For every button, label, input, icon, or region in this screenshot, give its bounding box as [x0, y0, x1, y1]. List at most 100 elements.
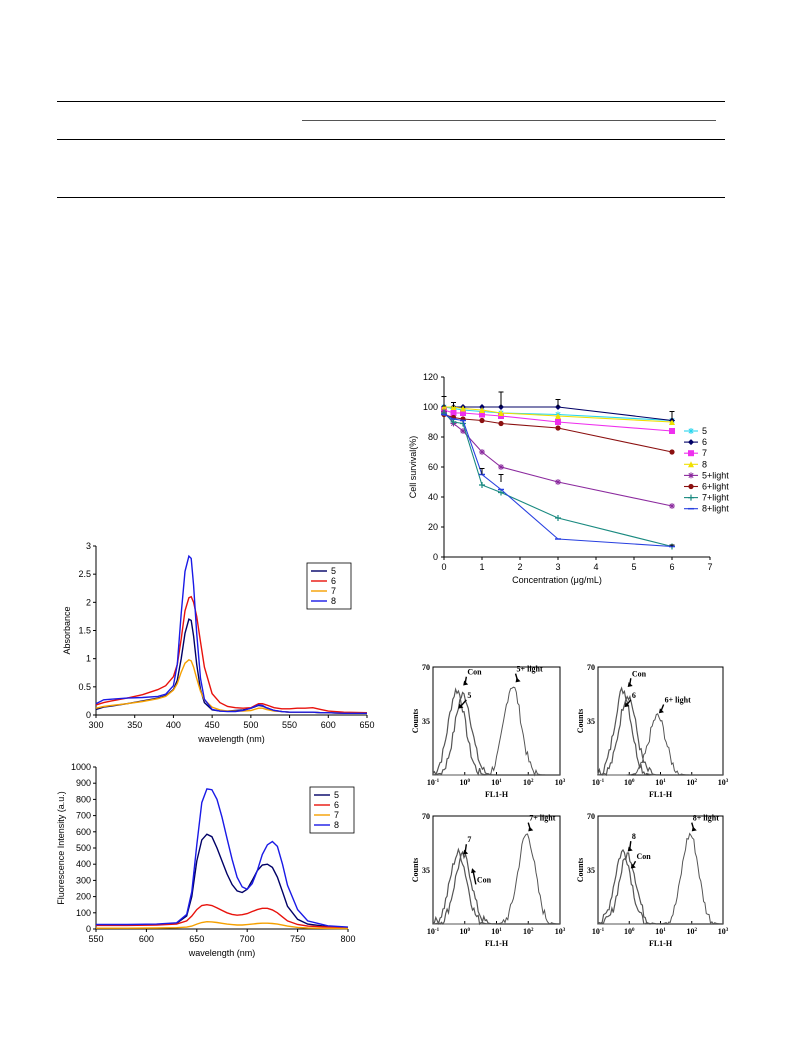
error-bar: [451, 402, 456, 407]
x-tick-label: 5: [631, 562, 636, 572]
annotation-label: 6: [632, 691, 636, 700]
x-tick-label: 102: [687, 927, 698, 936]
error-bar: [555, 399, 561, 407]
data-point-8: [460, 405, 466, 412]
y-tick-label: 1.5: [78, 626, 91, 636]
legend-label-7: 7: [334, 810, 339, 820]
legend-label-7: 7: [702, 448, 707, 458]
x-tick-label: 10-1: [592, 927, 605, 936]
y-tick-label: 400: [76, 859, 91, 869]
annotation-label: Con: [467, 668, 482, 677]
x-tick-label: 400: [166, 720, 181, 730]
y-tick-label: 100: [76, 908, 91, 918]
y-tick-label: 700: [76, 811, 91, 821]
x-tick-label: 10-1: [592, 778, 605, 787]
x-tick-label: 6: [669, 562, 674, 572]
annotation-label: 5: [467, 691, 471, 700]
histogram-1: [597, 694, 723, 777]
arrow-head: [463, 680, 469, 686]
data-point-8: [479, 407, 485, 413]
x-tick-label: 100: [624, 778, 635, 787]
arrow-head: [691, 826, 697, 832]
y-tick-label: 60: [428, 462, 438, 472]
x-tick-label: 600: [139, 934, 154, 944]
y-axis-label: Fluorescence Intensity (a.u.): [56, 791, 66, 905]
legend-label-6: 6: [331, 576, 336, 586]
legend-marker-7: [688, 450, 694, 457]
x-tick-label: 700: [240, 934, 255, 944]
x-tick-label: 300: [88, 720, 103, 730]
y-tick-label: 35: [422, 717, 430, 726]
y-tick-label: 0.5: [78, 682, 91, 692]
data-point-5+light: [498, 464, 504, 470]
x-tick-label: 100: [624, 927, 635, 936]
y-tick-label: 3: [86, 541, 91, 551]
arrow-head: [624, 702, 630, 708]
arrow-head: [528, 826, 534, 832]
y-tick-label: 70: [587, 812, 595, 821]
data-point-7: [450, 410, 457, 416]
annotation-label: 7: [467, 835, 471, 844]
legend-label-8: 8: [702, 459, 707, 469]
y-tick-label: 0: [433, 552, 438, 562]
data-point-7: [555, 419, 561, 425]
y-tick-label: 35: [587, 717, 595, 726]
y-tick-label: 35: [587, 866, 595, 875]
y-tick-label: 300: [76, 875, 91, 885]
y-axis-label: Absorbance: [62, 606, 72, 654]
data-point-6+light: [555, 425, 561, 431]
legend-label-8: 8: [334, 820, 339, 830]
x-tick-label: 450: [205, 720, 220, 730]
y-tick-label: 40: [428, 492, 438, 502]
x-axis-label: FL1-H: [485, 790, 509, 799]
x-tick-label: 103: [718, 778, 729, 787]
data-point-8: [498, 410, 504, 416]
histogram-1: [432, 691, 560, 776]
histogram-0: [597, 686, 723, 777]
x-tick-label: 102: [523, 927, 534, 936]
annotation-label: 5+ light: [517, 665, 543, 674]
data-point-7+light: [479, 482, 485, 488]
y-tick-label: 600: [76, 827, 91, 837]
error-bar: [669, 411, 675, 421]
error-bar: [479, 468, 485, 475]
series-line-8: [95, 554, 367, 714]
legend-label-5: 5: [334, 790, 339, 800]
annotation-label: 8: [632, 832, 636, 841]
legend-marker-5+light: [688, 472, 694, 479]
legend-label-5+light: 5+light: [702, 470, 729, 480]
x-tick-label: 101: [491, 778, 502, 787]
x-tick-label: 350: [127, 720, 142, 730]
x-tick-label: 10-1: [427, 778, 440, 787]
x-tick-label: 500: [243, 720, 258, 730]
arrow-head: [658, 708, 664, 714]
legend-label-6: 6: [334, 800, 339, 810]
data-point-5+light: [460, 428, 466, 434]
x-axis-label: FL1-H: [649, 790, 673, 799]
x-tick-label: 103: [555, 927, 566, 936]
y-tick-label: 70: [422, 812, 430, 821]
x-axis-label: wavelength (nm): [197, 734, 265, 744]
error-bar: [441, 396, 447, 407]
legend-marker-6: [688, 439, 694, 446]
y-tick-label: 1: [86, 654, 91, 664]
table-mid-rule: [57, 139, 725, 140]
series-line-6: [96, 903, 349, 929]
x-tick-label: 10-1: [427, 927, 440, 936]
annotation-label: 6+ light: [665, 695, 691, 704]
y-axis-label: Counts: [411, 858, 420, 882]
x-tick-label: 550: [282, 720, 297, 730]
error-bar: [498, 391, 504, 407]
series-line-7: [96, 920, 349, 930]
annotation-arrow: [472, 870, 477, 885]
y-axis-label: Cell survival(%): [408, 436, 418, 499]
x-tick-label: 0: [441, 562, 446, 572]
histogram-0: [432, 847, 560, 926]
y-axis-label: Counts: [576, 709, 585, 733]
annotation-label: Con: [477, 875, 492, 884]
y-axis-label: Counts: [411, 709, 420, 733]
data-point-5+light: [479, 449, 485, 455]
y-tick-label: 70: [422, 663, 430, 672]
